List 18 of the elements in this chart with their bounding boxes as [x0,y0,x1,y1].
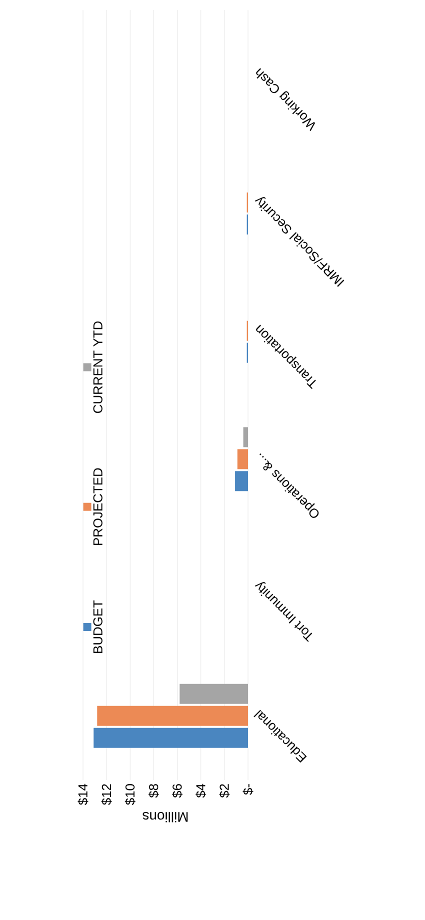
legend-label: CURRENT YTD [93,321,102,413]
x-tick-label: $14 [78,784,88,805]
bar [97,706,248,726]
bar [180,684,248,704]
x-tick-label: $4 [196,784,206,798]
x-tick-label: $10 [124,784,136,805]
x-tick-label: $2 [219,784,230,798]
x-tick-label: $8 [148,784,159,798]
bar [237,449,248,470]
bar [94,728,248,748]
legend-label: BUDGET [93,600,102,653]
x-tick-label: $12 [101,784,112,805]
legend-label: PROJECTED [93,468,102,545]
x-axis-title: Millions [142,812,188,822]
bar [235,471,248,492]
x-tick-label: $- [242,784,254,795]
bar [243,427,248,448]
x-tick-label: $6 [172,784,183,798]
